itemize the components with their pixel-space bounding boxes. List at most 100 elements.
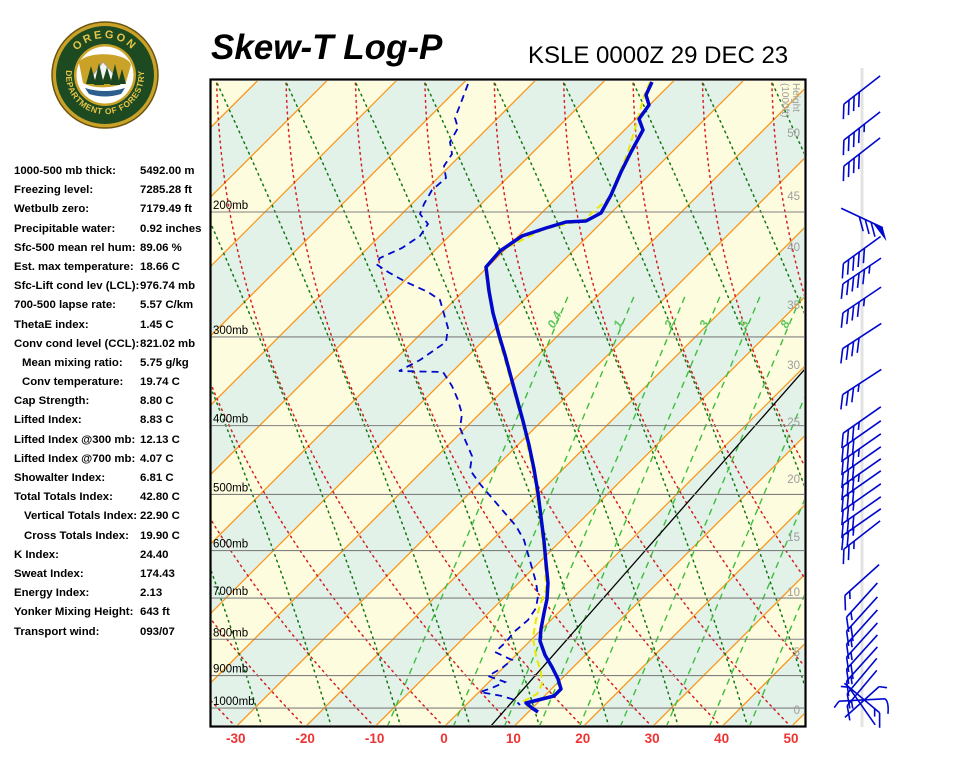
stat-row: Est. max temperature: 18.66 C bbox=[10, 259, 215, 278]
stat-row: 700-500 lapse rate: 5.57 C/km bbox=[10, 297, 215, 316]
stat-value: 42.80 C bbox=[140, 491, 180, 504]
barb-full-tick bbox=[841, 510, 844, 526]
barb-full-tick bbox=[858, 216, 864, 232]
barb-full-tick bbox=[847, 162, 850, 178]
barb-full-tick bbox=[841, 523, 844, 539]
stat-row: Mean mixing ratio: 5.75 g/kg bbox=[10, 355, 215, 374]
barb-full-tick bbox=[850, 664, 854, 680]
height-tick-label: 25 bbox=[787, 417, 800, 429]
barb-full-tick bbox=[841, 433, 844, 449]
barb-full-tick bbox=[850, 341, 855, 357]
wind-barb bbox=[841, 433, 882, 476]
isotherm-line bbox=[445, 366, 804, 725]
barb-full-tick bbox=[862, 248, 866, 264]
barb-full-tick bbox=[862, 269, 866, 285]
barb-half-tick bbox=[857, 473, 860, 483]
stat-value: 6.81 C bbox=[140, 472, 174, 484]
stat-row: Showalter Index: 6.81 C bbox=[10, 470, 215, 489]
barb-staff bbox=[842, 508, 882, 536]
barb-staff bbox=[846, 622, 878, 658]
barb-staff bbox=[842, 458, 882, 486]
stat-label: Sweat Index: bbox=[14, 567, 84, 580]
wind-barb bbox=[840, 286, 882, 328]
barb-full-tick bbox=[851, 276, 855, 292]
height-tick-label: 30 bbox=[787, 360, 800, 372]
barb-half-tick bbox=[857, 383, 860, 392]
stat-row: Conv temperature: 19.74 C bbox=[10, 374, 215, 393]
mixing-ratio-line bbox=[709, 499, 804, 725]
barb-half-tick bbox=[878, 685, 888, 689]
stat-value: 24.40 bbox=[140, 548, 169, 561]
barb-staff bbox=[843, 111, 881, 141]
stat-row: Cap Strength: 8.80 C bbox=[10, 393, 215, 412]
barb-full-tick bbox=[846, 456, 850, 472]
temperature-trace bbox=[484, 81, 654, 714]
barb-half-tick bbox=[868, 265, 871, 274]
barb-staff bbox=[842, 322, 882, 350]
mixing-ratio-line bbox=[579, 294, 762, 725]
odf-logo: OREGON DEPARTMENT OF FORESTRY bbox=[50, 20, 160, 130]
stat-value: 5492.00 m bbox=[140, 165, 195, 177]
barb-full-tick bbox=[841, 485, 844, 501]
isotherm-line bbox=[211, 81, 675, 545]
barb-full-tick bbox=[845, 390, 849, 406]
barb-full-tick bbox=[846, 259, 850, 275]
isotherm-line bbox=[514, 435, 804, 725]
wind-barb bbox=[841, 508, 882, 551]
barb-full-tick bbox=[851, 452, 855, 468]
wind-barb bbox=[841, 235, 882, 279]
barb-staff bbox=[846, 657, 878, 695]
chart-border bbox=[209, 78, 807, 728]
stat-row: Conv cond level (CCL): 821.02 mb bbox=[10, 336, 215, 355]
temperature-axis: -30 -20 -10 0 10 20 30 40 50 bbox=[0, 731, 960, 751]
wind-barb bbox=[842, 520, 881, 565]
barb-half-tick bbox=[862, 298, 866, 307]
pressure-label: 1000mb bbox=[213, 696, 255, 708]
dry-adiabat bbox=[424, 81, 721, 725]
barb-full-tick bbox=[845, 630, 850, 647]
barb-staff bbox=[846, 582, 878, 618]
station-datetime-label: KSLE 0000Z 29 DEC 23 bbox=[528, 42, 789, 69]
stat-label: K Index: bbox=[14, 548, 59, 561]
height-tick-label: 35 bbox=[787, 300, 800, 312]
barb-half-tick bbox=[857, 448, 860, 458]
moist-adiabat bbox=[492, 81, 748, 725]
isotherm-line bbox=[375, 296, 804, 725]
skewt-chart: 0.4 1 2 3 5 8200mb300mb400mb500mb600mb700mb80… bbox=[209, 78, 807, 728]
isotherm-line bbox=[211, 88, 804, 684]
stat-row: Energy Index: 2.13 bbox=[10, 585, 215, 604]
stat-value: 7285.28 ft bbox=[140, 184, 192, 197]
wind-barb bbox=[840, 322, 882, 364]
barb-half-tick bbox=[850, 639, 853, 648]
dry-adiabat bbox=[285, 81, 583, 725]
barb-staff bbox=[846, 609, 878, 645]
wind-barb bbox=[833, 697, 889, 714]
stat-row: Lifted Index @700 mb: 4.07 C bbox=[10, 451, 215, 470]
zero-isotherm-line bbox=[490, 369, 804, 725]
height-tick-label: 10 bbox=[787, 587, 800, 599]
barb-staff bbox=[842, 446, 882, 474]
barb-full-tick bbox=[846, 429, 850, 445]
barb-full-tick bbox=[851, 305, 855, 321]
wind-barb bbox=[840, 257, 882, 299]
barb-full-tick bbox=[852, 158, 855, 174]
wind-barb bbox=[842, 75, 881, 120]
stat-label: Wetbulb zero: bbox=[14, 203, 90, 216]
barb-staff bbox=[842, 420, 882, 448]
barb-full-tick bbox=[842, 549, 845, 565]
stat-label: Transport wind: bbox=[14, 625, 100, 638]
barb-full-tick bbox=[857, 252, 860, 268]
barb-staff bbox=[842, 433, 882, 461]
mixing-ratio-line bbox=[666, 397, 804, 725]
stat-value: 2.13 bbox=[140, 587, 163, 600]
barb-full-tick bbox=[851, 425, 855, 441]
stat-label: Lifted Index @300 mb: bbox=[14, 433, 136, 446]
x-axis-tick-label: -30 bbox=[226, 731, 246, 746]
wind-barb bbox=[840, 368, 882, 410]
barb-staff bbox=[842, 496, 882, 524]
barb-full-tick bbox=[847, 545, 850, 561]
stat-label: Lifted Index @700 mb: bbox=[14, 452, 136, 465]
x-axis-tick-label: 20 bbox=[575, 731, 591, 746]
wind-barb bbox=[845, 634, 878, 685]
barb-full-tick bbox=[852, 255, 855, 271]
